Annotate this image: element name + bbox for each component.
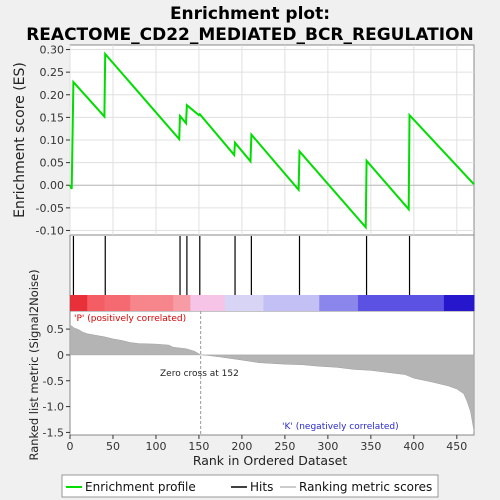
es-y-tick-label: -0.10 [36, 224, 64, 237]
x-tick-label: 100 [145, 440, 166, 453]
es-y-tick-label: 0.00 [40, 179, 65, 192]
colorbar-segment [87, 295, 105, 311]
chart-title-line1: Enrichment plot: [170, 4, 330, 24]
colorbar-segment [357, 295, 445, 311]
legend-enrichment-label: Enrichment profile [85, 480, 196, 494]
es-y-tick-label: 0.10 [40, 134, 65, 147]
ranking-metric-area [69, 324, 475, 432]
es-y-tick-label: 0.30 [40, 44, 65, 57]
positive-correlation-label: 'P' (positively correlated) [74, 314, 186, 324]
metric-y-tick-label: 0.5 [47, 323, 65, 336]
colorbar-segment [130, 295, 174, 311]
es-y-tick-label: 0.05 [40, 157, 65, 170]
x-tick-label: 350 [360, 440, 381, 453]
colorbar-segment [190, 295, 226, 311]
hit-markers [72, 236, 411, 295]
negative-correlation-label: 'K' (negatively correlated) [282, 422, 399, 432]
x-tick-label: 400 [403, 440, 424, 453]
x-tick-label: 200 [231, 440, 252, 453]
metric-y-tick-label: -1.5 [43, 426, 64, 439]
es-y-tick-label: -0.05 [36, 202, 64, 215]
legend-box [61, 474, 439, 498]
metric-y-tick-label: -0.5 [43, 375, 64, 388]
chart-title-line2: REACTOME_CD22_MEDIATED_BCR_REGULATION [26, 25, 474, 45]
metric-y-tick-label: -1.0 [43, 401, 64, 414]
colorbar-segment [319, 295, 359, 311]
colorbar-segment [263, 295, 320, 311]
colorbar-segment [70, 295, 88, 311]
x-tick-label: 300 [317, 440, 338, 453]
colorbar-segment [224, 295, 264, 311]
colorbar-segment [104, 295, 131, 311]
colorbar-segment [443, 295, 475, 311]
x-tick-label: 250 [274, 440, 295, 453]
zero-cross-label: Zero cross at 152 [160, 369, 239, 379]
colorbar-segment [173, 295, 191, 311]
x-tick-label: 450 [446, 440, 467, 453]
es-y-tick-label: 0.20 [40, 89, 65, 102]
x-axis-ticks: 0 50 100 150 200 250 300 350 400 450 [67, 435, 467, 453]
metric-y-tick-label: 0 [57, 349, 64, 362]
legend-metric-label: Ranking metric scores [299, 480, 432, 494]
es-y-tick-label: 0.15 [40, 111, 65, 124]
metric-y-ticks: 0.5 0 -0.5 -1.0 -1.5 [43, 323, 70, 439]
es-y-tick-label: 0.25 [40, 66, 65, 79]
ranking-colorbar [70, 295, 475, 311]
legend-hits-label: Hits [250, 480, 273, 494]
metric-y-axis-label: Ranked list metric (Signal2Noise) [27, 269, 41, 460]
es-gridlines [69, 45, 474, 235]
enrichment-profile-line [69, 51, 475, 230]
x-tick-label: 50 [106, 440, 120, 453]
es-y-axis-label: Enrichment score (ES) [12, 62, 28, 218]
x-axis-label: Rank in Ordered Dataset [193, 453, 347, 468]
x-tick-label: 0 [67, 440, 74, 453]
es-y-ticks: -0.10 -0.05 0.00 0.05 0.10 0.15 0.20 0.25 0.30 [36, 44, 70, 237]
x-tick-label: 150 [188, 440, 209, 453]
